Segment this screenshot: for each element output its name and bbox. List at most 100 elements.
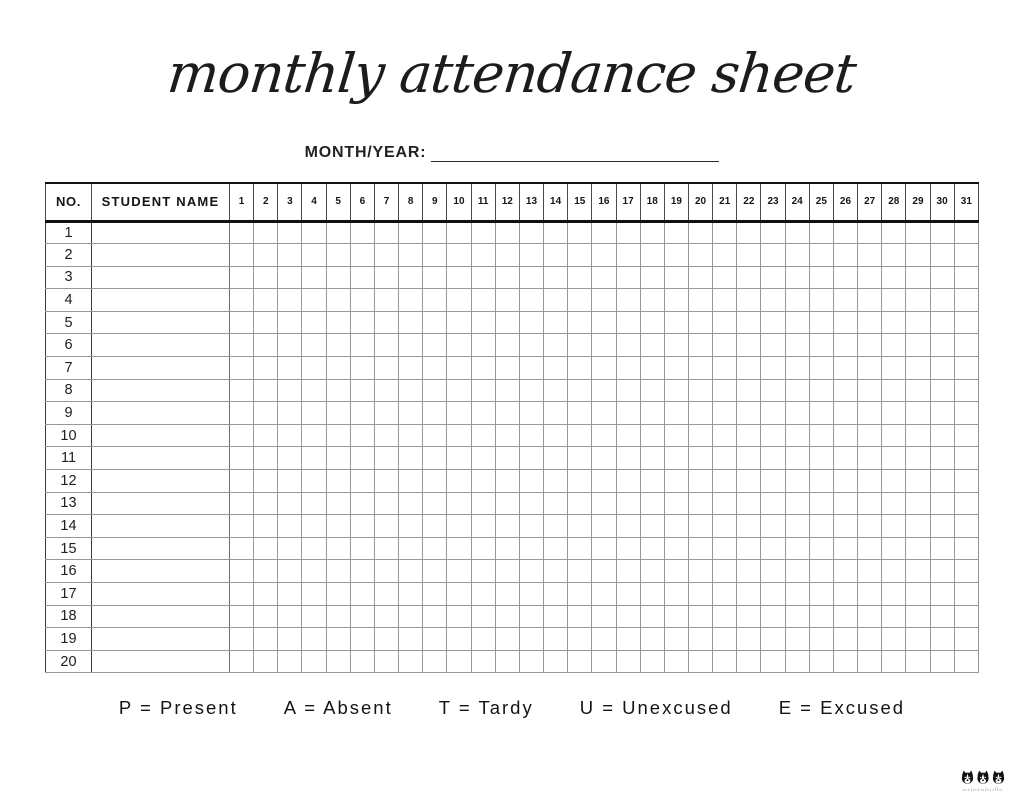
attendance-day-cell: [639, 401, 665, 425]
row-number-cell: 7: [45, 356, 92, 380]
attendance-day-cell: [760, 356, 786, 380]
attendance-day-cell: [760, 491, 786, 516]
attendance-day-cell: [470, 310, 496, 335]
attendance-day-cell: [615, 559, 641, 583]
attendance-day-cell: [494, 333, 520, 358]
attendance-day-cell: [953, 446, 980, 471]
attendance-day-cell: [857, 243, 883, 267]
attendance-day-cell: [591, 514, 617, 538]
attendance-day-cell: [446, 401, 472, 425]
attendance-day-cell: [518, 333, 545, 358]
attendance-day-cell: [277, 401, 303, 425]
attendance-day-cell: [784, 649, 810, 674]
attendance-day-cell: [373, 446, 400, 471]
attendance-day-cell: [905, 536, 931, 561]
row-number-cell: 13: [45, 491, 92, 516]
attendance-day-cell: [543, 559, 569, 583]
attendance-day-cell: [567, 559, 593, 583]
attendance-day-cell: [784, 333, 810, 358]
attendance-day-cell: [422, 378, 448, 403]
attendance-day-cell: [398, 423, 424, 448]
attendance-day-cell: [228, 559, 255, 583]
attendance-day-cell: [470, 333, 496, 358]
attendance-day-cell: [349, 514, 375, 538]
attendance-day-cell: [808, 627, 834, 651]
attendance-day-cell: [905, 310, 931, 335]
attendance-day-cell: [929, 243, 955, 267]
attendance-day-cell: [422, 401, 448, 425]
attendance-day-cell: [905, 649, 931, 674]
attendance-day-cell: [784, 378, 810, 403]
attendance-day-cell: [953, 310, 980, 335]
attendance-day-cell: [639, 627, 665, 651]
student-name-cell: [91, 582, 230, 606]
attendance-day-cell: [953, 265, 980, 290]
attendance-day-cell: [832, 333, 859, 358]
attendance-day-cell: [301, 243, 327, 267]
attendance-day-cell: [953, 356, 980, 380]
student-row: 15: [45, 536, 980, 561]
attendance-day-cell: [687, 288, 714, 312]
student-name-cell: [91, 627, 230, 651]
attendance-day-cell: [422, 604, 448, 629]
student-row: 7: [45, 356, 980, 380]
attendance-day-cell: [687, 582, 714, 606]
brand-name: printabulls: [962, 786, 1004, 791]
attendance-day-cell: [277, 582, 303, 606]
attendance-day-cell: [808, 288, 834, 312]
attendance-day-cell: [881, 243, 907, 267]
attendance-day-cell: [881, 310, 907, 335]
attendance-day-cell: [712, 243, 738, 267]
attendance-day-cell: [784, 356, 810, 380]
attendance-day-cell: [446, 559, 472, 583]
attendance-day-cell: [663, 582, 689, 606]
attendance-day-cell: [325, 491, 351, 516]
attendance-day-cell: [687, 604, 714, 629]
attendance-day-cell: [422, 333, 448, 358]
attendance-day-cell: [905, 333, 931, 358]
attendance-day-cell: [422, 491, 448, 516]
attendance-day-cell: [953, 559, 980, 583]
attendance-day-cell: [639, 356, 665, 380]
day-column-header: 14: [543, 182, 569, 223]
attendance-day-cell: [325, 310, 351, 335]
attendance-day-cell: [591, 401, 617, 425]
attendance-day-cell: [470, 423, 496, 448]
attendance-day-cell: [446, 288, 472, 312]
attendance-day-cell: [349, 310, 375, 335]
attendance-day-cell: [953, 582, 980, 606]
attendance-day-cell: [253, 265, 279, 290]
student-name-cell: [91, 356, 230, 380]
day-column-header: 13: [518, 182, 545, 223]
attendance-day-cell: [881, 333, 907, 358]
attendance-day-cell: [398, 604, 424, 629]
attendance-day-cell: [687, 310, 714, 335]
attendance-day-cell: [422, 582, 448, 606]
attendance-day-cell: [591, 559, 617, 583]
attendance-day-cell: [228, 401, 255, 425]
attendance-day-cell: [422, 469, 448, 493]
attendance-day-cell: [422, 446, 448, 471]
attendance-day-cell: [639, 536, 665, 561]
attendance-day-cell: [494, 220, 520, 245]
attendance-day-cell: [567, 423, 593, 448]
attendance-day-cell: [857, 649, 883, 674]
attendance-day-cell: [639, 514, 665, 538]
attendance-day-cell: [712, 423, 738, 448]
attendance-day-cell: [808, 582, 834, 606]
attendance-day-cell: [784, 220, 810, 245]
attendance-day-cell: [881, 401, 907, 425]
attendance-day-cell: [615, 446, 641, 471]
attendance-day-cell: [470, 649, 496, 674]
attendance-table-header: NO. STUDENT NAME 1 2 3 4 5 6 7 8 9 10 11 12 13 14 15 16…: [45, 182, 980, 223]
day-column-header: 2: [253, 182, 279, 223]
attendance-day-cell: [905, 220, 931, 245]
attendance-day-cell: [760, 423, 786, 448]
attendance-day-cell: [736, 220, 762, 245]
attendance-day-cell: [784, 310, 810, 335]
attendance-day-cell: [228, 423, 255, 448]
day-column-header: 23: [760, 182, 786, 223]
student-row: 12: [45, 469, 980, 493]
attendance-day-cell: [567, 649, 593, 674]
attendance-day-cell: [736, 378, 762, 403]
